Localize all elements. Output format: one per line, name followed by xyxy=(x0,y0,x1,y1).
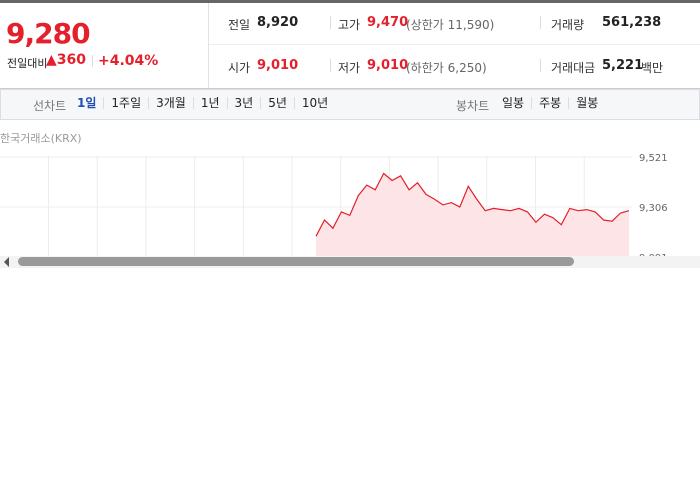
stat-value: 5,221 xyxy=(602,58,644,73)
price-line xyxy=(315,172,630,237)
divider xyxy=(540,59,541,72)
tab-bar xyxy=(0,89,700,120)
tab-list: 1일 1주일 3개월 1년 3년 5년 10년 xyxy=(70,97,335,109)
stat-note: (하한가 6,250) xyxy=(406,61,487,75)
divider xyxy=(330,16,331,29)
stat-value: 8,920 xyxy=(257,15,299,30)
y-tick-label: 9,091 xyxy=(639,253,668,256)
stat-label: 거래량 xyxy=(551,18,585,32)
tab-list: 일봉 주봉 월봉 xyxy=(495,97,605,109)
period-tab[interactable]: 10년 xyxy=(293,97,335,109)
period-tab[interactable]: 3개월 xyxy=(148,97,193,109)
stat-label: 시가 xyxy=(228,61,251,75)
change-rate: +4.04% xyxy=(98,53,159,69)
period-tab[interactable]: 1년 xyxy=(192,97,227,109)
change-value: 360 xyxy=(56,52,87,68)
stat-value: 561,238 xyxy=(602,15,662,30)
chart-source: 한국거래소(KRX) xyxy=(0,132,82,145)
period-tab[interactable]: 월봉 xyxy=(568,97,605,109)
period-tab[interactable]: 일봉 xyxy=(502,96,525,110)
divider xyxy=(0,88,700,89)
top-border xyxy=(0,0,700,3)
tab-group-label: 선차트 xyxy=(33,99,67,113)
scroll-thumb[interactable] xyxy=(18,257,574,266)
period-tab[interactable]: 1일 xyxy=(77,96,97,110)
y-tick-label: 9,521 xyxy=(639,153,668,164)
divider xyxy=(208,3,209,88)
y-tick-label: 9,306 xyxy=(639,203,668,214)
stat-note: (상한가 11,590) xyxy=(406,18,495,32)
stat-label: 고가 xyxy=(338,18,361,32)
change: ▲360 xyxy=(46,52,87,68)
stat-value: 9,470 xyxy=(367,15,409,30)
divider xyxy=(330,59,331,72)
chart: 9,521 9,306 9,091 xyxy=(0,153,668,256)
stat-value: 9,010 xyxy=(257,58,299,73)
stat-unit: 백만 xyxy=(641,61,664,75)
tab-group-label: 봉차트 xyxy=(456,99,490,113)
price: 9,280 xyxy=(6,17,91,50)
stat-label: 저가 xyxy=(338,61,361,75)
divider xyxy=(540,16,541,29)
stat-value: 9,010 xyxy=(367,58,409,73)
divider xyxy=(209,44,700,45)
stat-label: 전일 xyxy=(228,18,251,32)
period-tab[interactable]: 주봉 xyxy=(531,97,568,109)
scroll-left-arrow[interactable] xyxy=(4,257,9,267)
area xyxy=(316,173,629,256)
period-tab[interactable]: 5년 xyxy=(260,97,294,109)
change-label: 전일대비 xyxy=(7,57,48,70)
period-tab[interactable]: 1주일 xyxy=(103,97,148,109)
period-tab[interactable]: 3년 xyxy=(226,97,261,109)
stat-label: 거래대금 xyxy=(551,61,596,75)
divider xyxy=(92,55,93,67)
